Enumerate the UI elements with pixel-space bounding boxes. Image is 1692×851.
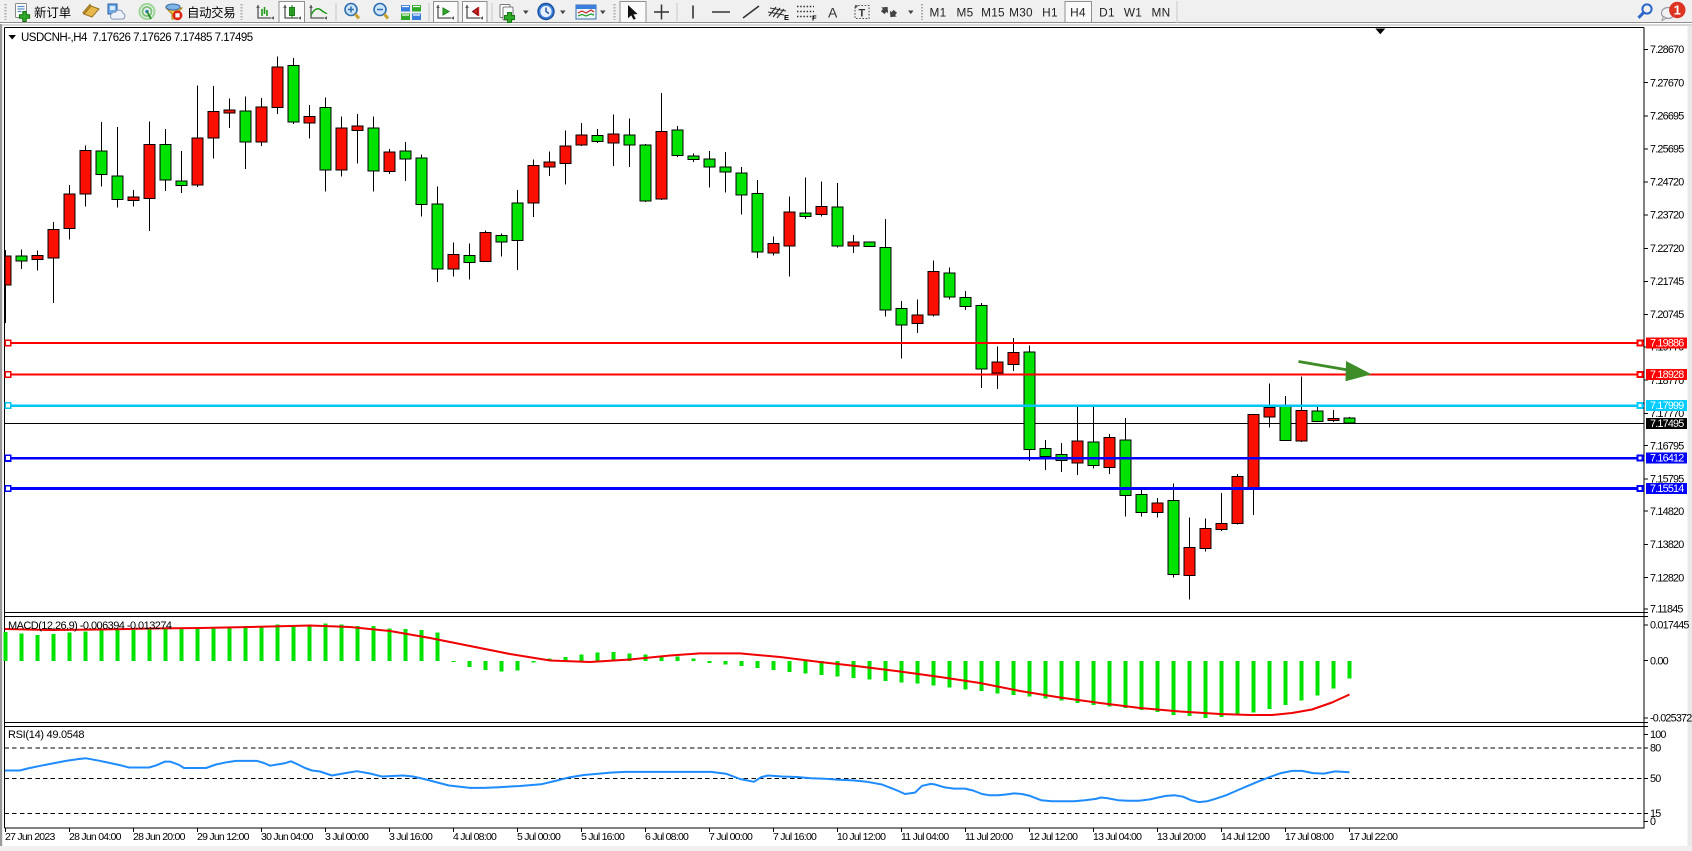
svg-text:F: F <box>812 14 817 23</box>
svg-text:M5: M5 <box>957 6 974 20</box>
svg-text:14 Jul 12:00: 14 Jul 12:00 <box>1221 831 1270 843</box>
svg-text:7.18928: 7.18928 <box>1650 369 1684 381</box>
svg-text:7.14820: 7.14820 <box>1650 506 1684 518</box>
svg-text:7.27670: 7.27670 <box>1650 77 1684 89</box>
svg-text:自动交易: 自动交易 <box>187 5 235 20</box>
svg-text:7.15795: 7.15795 <box>1650 474 1684 486</box>
svg-text:新订单: 新订单 <box>34 5 71 20</box>
svg-text:17 Jul 08:00: 17 Jul 08:00 <box>1285 831 1334 843</box>
svg-text:M30: M30 <box>1009 6 1033 20</box>
svg-text:M15: M15 <box>981 6 1005 20</box>
svg-text:D1: D1 <box>1099 6 1115 20</box>
svg-text:5 Jul 16:00: 5 Jul 16:00 <box>581 831 625 843</box>
svg-text:7.17495: 7.17495 <box>1650 418 1684 430</box>
svg-text:A: A <box>828 5 838 21</box>
svg-text:H4: H4 <box>1070 6 1086 20</box>
svg-text:7.26695: 7.26695 <box>1650 111 1684 123</box>
svg-text:0.00: 0.00 <box>1650 655 1669 667</box>
svg-text:29 Jun 12:00: 29 Jun 12:00 <box>197 831 250 843</box>
svg-text:7.15514: 7.15514 <box>1650 483 1684 495</box>
svg-text:0.017445: 0.017445 <box>1650 620 1689 632</box>
svg-text:13 Jul 20:00: 13 Jul 20:00 <box>1157 831 1206 843</box>
svg-text:7.24720: 7.24720 <box>1650 177 1684 189</box>
svg-text:30 Jun 04:00: 30 Jun 04:00 <box>261 831 314 843</box>
svg-text:M1: M1 <box>930 6 947 20</box>
svg-text:RSI(14) 49.0548: RSI(14) 49.0548 <box>8 729 84 741</box>
svg-text:7.17999: 7.17999 <box>1650 400 1684 412</box>
svg-text:15: 15 <box>1650 808 1661 820</box>
svg-text:17 Jul 22:00: 17 Jul 22:00 <box>1349 831 1398 843</box>
svg-text:6 Jul 08:00: 6 Jul 08:00 <box>645 831 689 843</box>
svg-text:7.23720: 7.23720 <box>1650 210 1684 222</box>
svg-text:7 Jul 00:00: 7 Jul 00:00 <box>709 831 753 843</box>
svg-text:H1: H1 <box>1042 6 1058 20</box>
svg-text:7.25695: 7.25695 <box>1650 144 1684 156</box>
svg-text:0: 0 <box>1650 816 1656 828</box>
svg-text:100: 100 <box>1650 729 1666 741</box>
svg-text:12 Jul 12:00: 12 Jul 12:00 <box>1029 831 1078 843</box>
svg-text:7.11845: 7.11845 <box>1650 604 1683 616</box>
svg-text:80: 80 <box>1650 743 1661 755</box>
svg-text:MACD(12,26,9) -0.006394 -0.013: MACD(12,26,9) -0.006394 -0.013274 <box>8 620 172 632</box>
svg-text:3 Jul 00:00: 3 Jul 00:00 <box>325 831 369 843</box>
svg-text:28 Jun 20:00: 28 Jun 20:00 <box>133 831 186 843</box>
svg-text:-0.025372: -0.025372 <box>1650 713 1692 725</box>
svg-text:27 Jun 2023: 27 Jun 2023 <box>5 831 55 843</box>
svg-text:50: 50 <box>1650 773 1661 785</box>
svg-text:7.20745: 7.20745 <box>1650 309 1684 321</box>
svg-text:28 Jun 04:00: 28 Jun 04:00 <box>69 831 122 843</box>
svg-text:7.16795: 7.16795 <box>1650 440 1684 452</box>
svg-text:5 Jul 00:00: 5 Jul 00:00 <box>517 831 561 843</box>
svg-text:7.16412: 7.16412 <box>1650 453 1684 465</box>
svg-text:7.13820: 7.13820 <box>1650 539 1684 551</box>
svg-text:MN: MN <box>1152 6 1171 20</box>
svg-text:7.12820: 7.12820 <box>1650 572 1684 584</box>
svg-text:7.28670: 7.28670 <box>1650 44 1684 56</box>
svg-text:E: E <box>784 13 789 22</box>
svg-text:11 Jul 20:00: 11 Jul 20:00 <box>965 831 1013 843</box>
svg-text:1: 1 <box>1674 3 1681 18</box>
svg-text:4 Jul 08:00: 4 Jul 08:00 <box>453 831 497 843</box>
svg-text:W1: W1 <box>1124 6 1142 20</box>
svg-text:7 Jul 16:00: 7 Jul 16:00 <box>773 831 817 843</box>
svg-text:10 Jul 12:00: 10 Jul 12:00 <box>837 831 886 843</box>
svg-text:3 Jul 16:00: 3 Jul 16:00 <box>389 831 433 843</box>
svg-text:11 Jul 04:00: 11 Jul 04:00 <box>901 831 949 843</box>
svg-text:7.22720: 7.22720 <box>1650 243 1684 255</box>
svg-text:USDCNH-,H4 7.17626 7.17626 7.: USDCNH-,H4 7.17626 7.17626 7.17485 7.174… <box>21 32 253 44</box>
svg-text:7.19886: 7.19886 <box>1650 338 1684 350</box>
svg-text:T: T <box>859 8 866 20</box>
svg-text:7.21745: 7.21745 <box>1650 276 1684 288</box>
svg-text:13 Jul 04:00: 13 Jul 04:00 <box>1093 831 1142 843</box>
